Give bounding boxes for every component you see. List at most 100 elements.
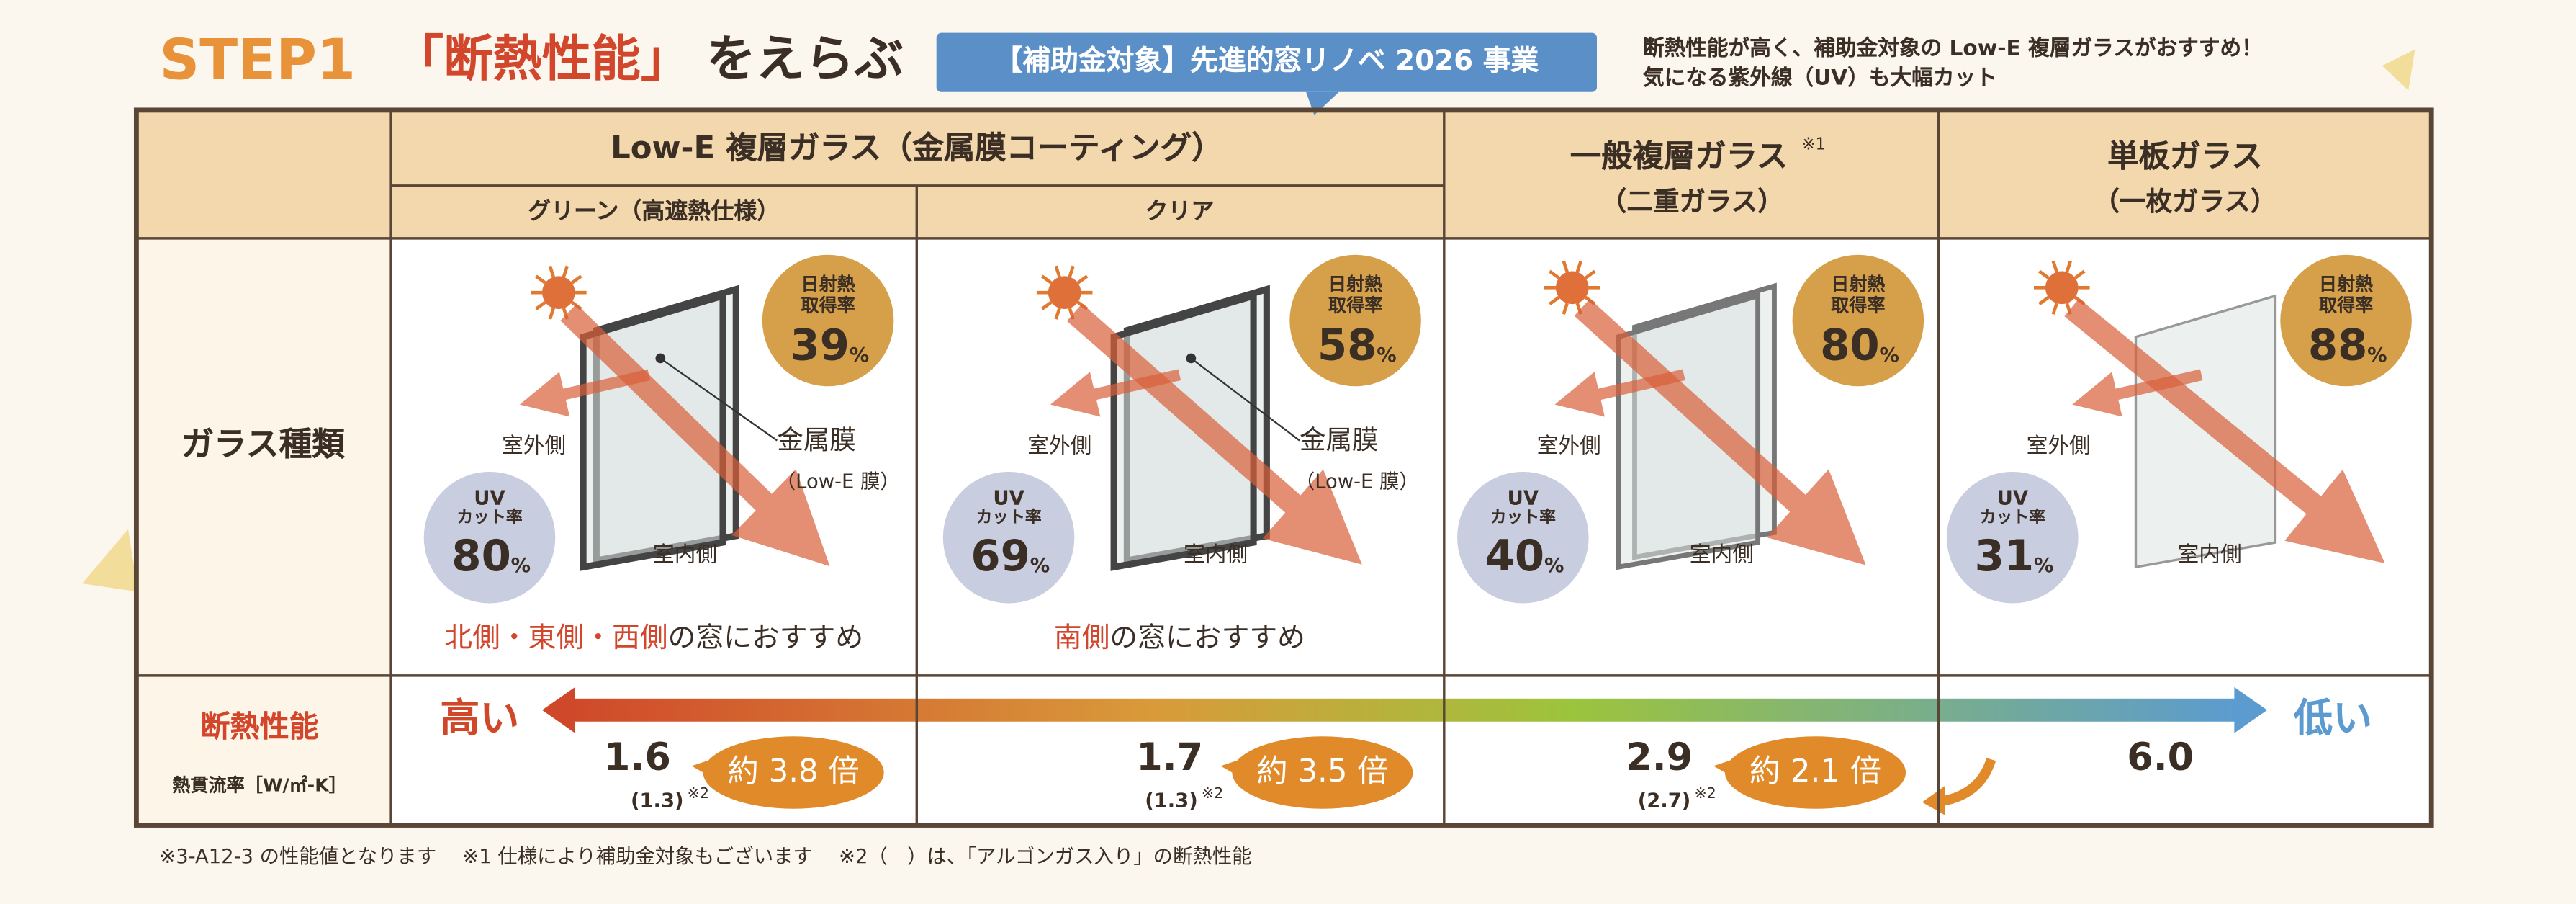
- text: 室外側: [2026, 434, 2091, 460]
- recommend: 南側の窓におすすめ: [1054, 625, 1305, 653]
- text: ※2: [1694, 786, 1716, 803]
- text: 室外側: [502, 434, 567, 460]
- text: 室内側: [653, 543, 718, 568]
- text: （一枚ガラス）: [2093, 185, 2277, 218]
- sun-ray: [1054, 308, 1061, 320]
- arrowhead: [2234, 686, 2268, 733]
- recommend-part: 南側: [1053, 622, 1110, 655]
- text: 一般複層ガラス: [1570, 138, 1788, 176]
- text: %: [1030, 554, 1050, 577]
- uv-badge: [1947, 471, 2079, 604]
- ratio-bubble: [1232, 736, 1413, 809]
- bubble-tail: [1713, 759, 1737, 779]
- text: カット率: [1490, 509, 1556, 528]
- sun: [1555, 271, 1589, 305]
- sun-ray: [1054, 265, 1061, 278]
- text: (2.7): [1637, 789, 1691, 813]
- sun: [2045, 271, 2079, 305]
- leader: [659, 357, 778, 442]
- text: 日射熱: [1328, 273, 1383, 295]
- deco: [82, 529, 138, 592]
- recommend-part: 北側・東側・西側: [444, 622, 668, 655]
- sun-ray: [1068, 265, 1075, 278]
- text: UV: [474, 486, 505, 510]
- text: %: [849, 343, 870, 367]
- recommend-part: の窓におすすめ: [1109, 622, 1305, 655]
- sun-ray: [1040, 300, 1053, 310]
- leader: [1190, 357, 1300, 442]
- badge-text: 【補助金対象】先進的窓リノベ 2026 事業: [994, 45, 1539, 79]
- sun-ray: [548, 308, 555, 320]
- text: 熱貫流率［W/㎡-K］: [172, 774, 347, 797]
- sun-ray: [535, 300, 546, 310]
- label-bg: [136, 238, 392, 825]
- title: をえらぶ: [706, 31, 904, 89]
- text: （Low-E 膜）: [1294, 470, 1419, 493]
- sun-ray: [548, 265, 555, 278]
- sun-ray: [2051, 260, 2058, 273]
- text: グリーン（高遮熱仕様）: [528, 199, 780, 225]
- leader-dot: [1186, 353, 1197, 364]
- text: 室外側: [1027, 434, 1092, 460]
- text: %: [1377, 343, 1397, 367]
- text: カット率: [976, 509, 1042, 528]
- note: 気になる紫外線（UV）も大幅カット: [1642, 66, 1997, 91]
- sun-ray: [1076, 274, 1089, 285]
- uv-badge: [942, 471, 1075, 604]
- solar-badge: [1289, 254, 1421, 387]
- sun-ray: [1040, 274, 1053, 285]
- sun-ray: [535, 274, 546, 285]
- uv-badge: [423, 471, 556, 604]
- arrowhead: [542, 686, 575, 733]
- bubble-tail: [691, 759, 715, 779]
- text: （Low-E 膜）: [775, 470, 900, 493]
- deco: [2382, 49, 2415, 91]
- footnote: ※3-A12-3 の性能値となります ※1 仕様により補助金対象もございます ※…: [159, 844, 1252, 868]
- text: 単板ガラス: [2107, 138, 2263, 176]
- text: 39: [790, 322, 850, 372]
- text: ※2: [1201, 786, 1224, 803]
- uv-badge: [1457, 471, 1589, 604]
- text: 約 3.5 倍: [1256, 753, 1389, 790]
- sun-ray: [1562, 260, 1569, 273]
- text: ガラス種類: [181, 424, 345, 464]
- ratio-bubble: [1724, 736, 1906, 809]
- text: 室内側: [1184, 543, 1248, 568]
- text: 室外側: [1536, 434, 1601, 460]
- text: 日射熱: [1831, 273, 1886, 295]
- text: 金属膜: [1299, 424, 1379, 456]
- badge: [936, 32, 1598, 92]
- text: 6.0: [2127, 737, 2194, 780]
- sun-arrow: [1066, 303, 1362, 565]
- text: %: [1544, 554, 1564, 577]
- text: カット率: [1979, 509, 2045, 528]
- glass-pane: [1616, 292, 1761, 570]
- glass-pane: [1110, 291, 1257, 571]
- text: UV: [1507, 486, 1539, 510]
- text: ※1: [1801, 136, 1827, 155]
- text: 高い: [440, 695, 520, 742]
- text: 取得率: [1328, 295, 1383, 317]
- reflect-arrow: [1050, 369, 1181, 417]
- text: %: [1879, 343, 1899, 367]
- text: UV: [993, 486, 1024, 510]
- text: 80: [451, 532, 511, 582]
- text: 取得率: [801, 295, 855, 317]
- text: 2.9: [1626, 737, 1693, 780]
- step: STEP1: [159, 27, 356, 94]
- text: %: [2033, 554, 2054, 577]
- text: 58: [1317, 322, 1377, 372]
- text: 31: [1974, 532, 2035, 582]
- text: 約 3.8 倍: [727, 753, 860, 790]
- text: カット率: [456, 509, 523, 528]
- text: ※2: [687, 786, 709, 803]
- text: 日射熱: [801, 273, 855, 295]
- ratio-bubble: [703, 736, 884, 809]
- text: (1.3): [1145, 789, 1198, 813]
- text: 1.6: [603, 737, 671, 780]
- sun: [1048, 276, 1081, 309]
- sun-ray: [2038, 269, 2050, 279]
- text: 低い: [2293, 695, 2373, 742]
